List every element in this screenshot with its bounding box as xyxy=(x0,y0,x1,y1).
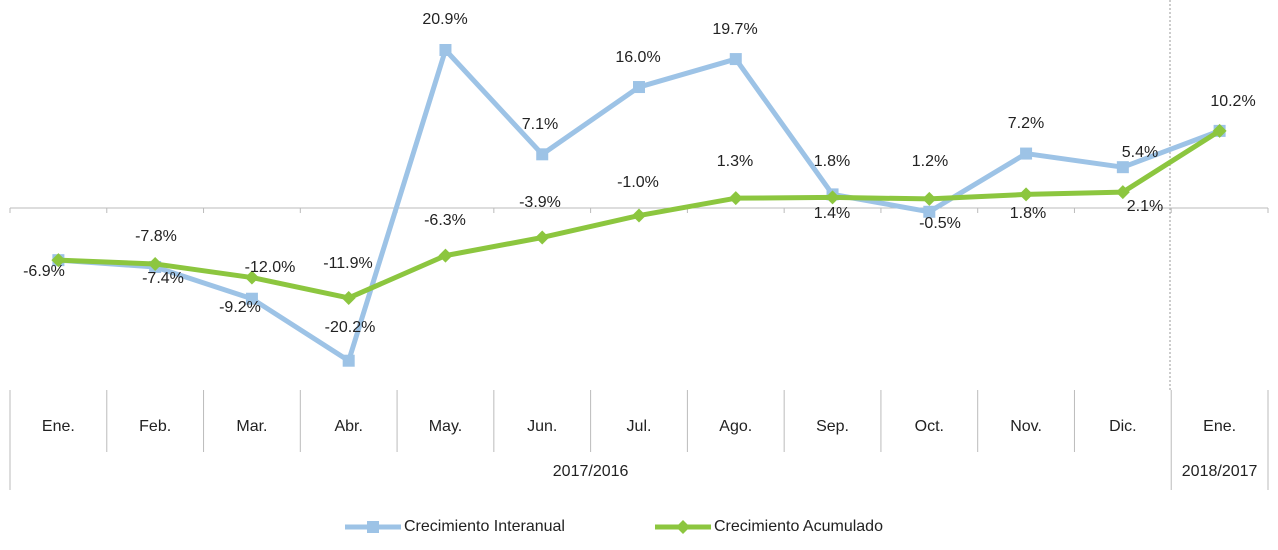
x-tick-label: Mar. xyxy=(236,418,267,435)
data-label: 7.1% xyxy=(522,116,558,133)
x-tick-label: Jul. xyxy=(627,418,652,435)
group-label: 2018/2017 xyxy=(1182,463,1258,480)
data-label: 2.1% xyxy=(1127,198,1163,215)
group-label: 2017/2016 xyxy=(553,463,629,480)
legend-label: Crecimiento Interanual xyxy=(404,518,565,535)
data-label: 10.2% xyxy=(1210,93,1255,110)
data-label: 1.2% xyxy=(912,153,948,170)
marker xyxy=(342,354,355,367)
marker xyxy=(729,53,742,66)
marker xyxy=(1019,187,1034,202)
marker xyxy=(51,253,66,268)
x-tick-label: Oct. xyxy=(915,418,944,435)
data-label: -6.3% xyxy=(424,212,466,229)
data-label: -9.2% xyxy=(219,299,261,316)
data-label: -1.0% xyxy=(617,174,659,191)
x-tick-label: Jun. xyxy=(527,418,557,435)
data-label: -7.4% xyxy=(142,270,184,287)
data-label: -11.9% xyxy=(323,255,373,272)
marker xyxy=(535,230,550,245)
marker xyxy=(632,208,646,223)
x-tick-label: Ene. xyxy=(42,418,75,435)
data-label: 1.3% xyxy=(717,153,753,170)
marker xyxy=(825,190,840,205)
x-tick-label: Feb. xyxy=(139,418,171,435)
data-label: 1.4% xyxy=(814,205,850,222)
marker xyxy=(148,256,163,271)
data-label: -7.8% xyxy=(135,228,177,245)
x-tick-label: Dic. xyxy=(1109,418,1137,435)
marker xyxy=(536,148,549,161)
data-label: -20.2% xyxy=(325,319,376,336)
legend-label: Crecimiento Acumulado xyxy=(714,518,883,535)
data-label: 19.7% xyxy=(712,21,757,38)
data-label: 7.2% xyxy=(1008,115,1044,132)
x-tick-label: Nov. xyxy=(1010,418,1042,435)
marker xyxy=(1020,147,1033,160)
data-label: -0.5% xyxy=(919,215,961,232)
marker xyxy=(728,191,743,206)
marker xyxy=(1212,123,1227,138)
data-label: 20.9% xyxy=(422,11,467,28)
marker xyxy=(367,521,379,533)
marker xyxy=(245,292,258,305)
marker xyxy=(1115,185,1130,200)
data-label: 1.8% xyxy=(1010,205,1046,222)
x-tick-label: Abr. xyxy=(334,418,362,435)
data-label: 16.0% xyxy=(615,49,660,66)
marker xyxy=(1116,161,1129,174)
marker xyxy=(439,43,452,56)
x-tick-label: Sep. xyxy=(816,418,849,435)
data-label: -3.9% xyxy=(519,194,561,211)
x-tick-label: May. xyxy=(429,418,462,435)
data-label: 1.8% xyxy=(814,153,850,170)
data-label: -6.9% xyxy=(23,263,65,280)
marker xyxy=(244,270,259,285)
marker xyxy=(923,205,936,218)
marker xyxy=(922,191,937,206)
marker xyxy=(341,290,356,305)
x-tick-label: Ago. xyxy=(719,418,752,435)
marker xyxy=(438,248,453,263)
marker xyxy=(676,520,690,534)
data-label: 5.4% xyxy=(1122,144,1158,161)
x-tick-label: Ene. xyxy=(1203,418,1236,435)
marker xyxy=(633,81,645,94)
data-label: -12.0% xyxy=(245,259,296,276)
